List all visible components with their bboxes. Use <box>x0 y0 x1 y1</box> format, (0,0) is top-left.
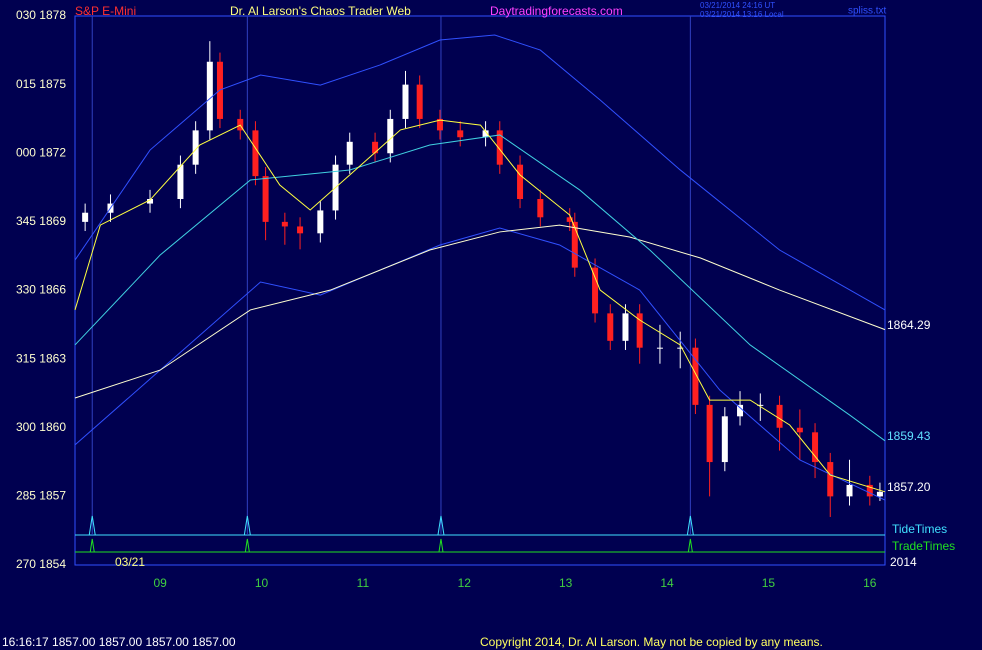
end-label: 1864.29 <box>887 318 931 332</box>
indicator-line <box>74 227 886 501</box>
candle-body <box>776 404 783 428</box>
trade-spike <box>438 538 444 553</box>
candle-body <box>656 347 663 349</box>
y-tick-label: 300 1860 <box>16 420 66 434</box>
tide-spike <box>243 515 251 536</box>
candle-body <box>537 199 544 218</box>
indicator-line <box>74 34 886 311</box>
candle-body <box>622 313 629 341</box>
candle-body <box>677 347 684 349</box>
candle-body <box>496 130 503 165</box>
chart-title: Dr. Al Larson's Chaos Trader Web <box>230 4 411 18</box>
x-tick-label: 15 <box>762 576 776 590</box>
symbol: S&P E-Mini <box>75 4 136 18</box>
candle-body <box>482 130 489 138</box>
x-tick-label: 14 <box>660 576 674 590</box>
y-tick-label: 270 1854 <box>16 557 66 571</box>
candle-body <box>607 313 614 341</box>
timestamp-ut: 03/21/2014 24:16 UT <box>700 1 775 10</box>
candle-body <box>796 427 803 433</box>
website: Daytradingforecasts.com <box>490 4 623 18</box>
y-tick-label: 315 1863 <box>16 351 66 365</box>
file-name: spliss.txt <box>848 6 887 17</box>
x-tick-label: 16 <box>863 576 877 590</box>
candle-body <box>192 130 199 165</box>
candle-body <box>692 347 699 405</box>
y-tick-label: 330 1866 <box>16 283 66 297</box>
tide-spike <box>88 515 96 536</box>
y-tick-label: 015 1875 <box>16 77 66 91</box>
x-tick-label: 10 <box>255 576 269 590</box>
year-label: 2014 <box>890 555 917 569</box>
plot-frame <box>74 15 886 566</box>
candle-body <box>416 84 423 119</box>
candle-body <box>281 221 288 227</box>
candle-body <box>262 176 269 222</box>
candle-body <box>177 164 184 199</box>
indicator-line <box>74 119 886 493</box>
candle-body <box>737 404 744 417</box>
x-tick-label: 13 <box>559 576 573 590</box>
tide-label: TideTimes <box>892 522 947 536</box>
candle-body <box>206 61 213 131</box>
candle-body <box>866 484 873 497</box>
candle-body <box>636 313 643 348</box>
candle-body <box>147 199 154 204</box>
candle-body <box>517 164 524 199</box>
candle-body <box>876 491 883 497</box>
tide-spike <box>686 515 694 536</box>
y-tick-label: 285 1857 <box>16 489 66 503</box>
candle-body <box>457 130 464 138</box>
indicator-line <box>74 224 886 399</box>
y-tick-label: 000 1872 <box>16 145 66 159</box>
candle-body <box>387 118 394 154</box>
candle-body <box>297 226 304 234</box>
candle-body <box>706 404 713 463</box>
candle-body <box>252 130 259 177</box>
status: 16:16:17 1857.00 1857.00 1857.00 1857.00 <box>2 635 236 649</box>
candle-body <box>82 212 89 222</box>
trade-spike <box>687 538 693 553</box>
timestamp-local: 03/21/2014 13:16 Local <box>700 10 784 19</box>
x-tick-label: 11 <box>357 576 370 590</box>
trade-spike <box>89 538 95 553</box>
candle-body <box>721 416 728 463</box>
candle-body <box>812 432 819 463</box>
copyright: Copyright 2014, Dr. Al Larson. May not b… <box>480 635 823 649</box>
trade-label: TradeTimes <box>892 539 955 553</box>
candle-body <box>372 141 379 154</box>
candle-body <box>827 462 834 497</box>
trade-spike <box>244 538 250 553</box>
candle-body <box>566 217 573 222</box>
end-label: 1857.20 <box>887 480 931 494</box>
y-tick-label: 345 1869 <box>16 214 66 228</box>
candle-body <box>846 484 853 497</box>
candle-body <box>317 210 324 234</box>
tide-spike <box>437 515 445 536</box>
candle-body <box>571 221 578 268</box>
x-tick-label: 09 <box>153 576 167 590</box>
date-label: 03/21 <box>115 555 145 569</box>
y-tick-label: 030 1878 <box>16 8 66 22</box>
candle-body <box>436 118 443 131</box>
candle-body <box>346 141 353 165</box>
end-label: 1859.43 <box>887 429 931 443</box>
x-tick-label: 12 <box>458 576 472 590</box>
candle-body <box>592 267 599 314</box>
candle-body <box>757 404 764 406</box>
indicator-line <box>74 134 886 442</box>
candle-body <box>402 84 409 119</box>
